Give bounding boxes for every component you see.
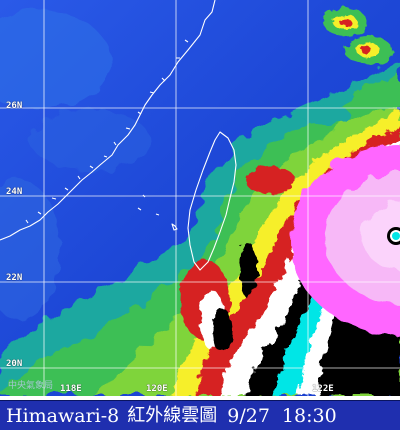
latitude-label-24n: 24N: [6, 187, 23, 197]
longitude-label-118e: 118E: [60, 384, 82, 394]
cwb-watermark: 中央氣象局: [8, 381, 54, 391]
image-date: 9/27: [227, 404, 270, 427]
infrared-cloud-map: [0, 0, 400, 396]
latitude-label-26n: 26N: [6, 101, 23, 111]
coastline: [0, 0, 237, 271]
longitude-label-122e: 122E: [312, 384, 334, 394]
typhoon-eye: [387, 227, 400, 245]
longitude-label-120e: 120E: [146, 384, 168, 394]
upper-convective-cells: [300, 8, 400, 125]
lat-lon-gridlines: [0, 0, 400, 396]
typhoon-core-magenta: [290, 145, 400, 335]
latitude-label-22n: 22N: [6, 273, 23, 283]
satellite-name: Himawari-8: [6, 404, 120, 427]
low-cloud-haze: [0, 10, 150, 320]
latitude-label-20n: 20N: [6, 359, 23, 369]
product-name: 紅外線雲圖: [127, 404, 218, 426]
image-time: 18:30: [281, 404, 337, 427]
caption-bar: Himawari-8 紅外線雲圖 9/27 18:30: [0, 400, 400, 430]
